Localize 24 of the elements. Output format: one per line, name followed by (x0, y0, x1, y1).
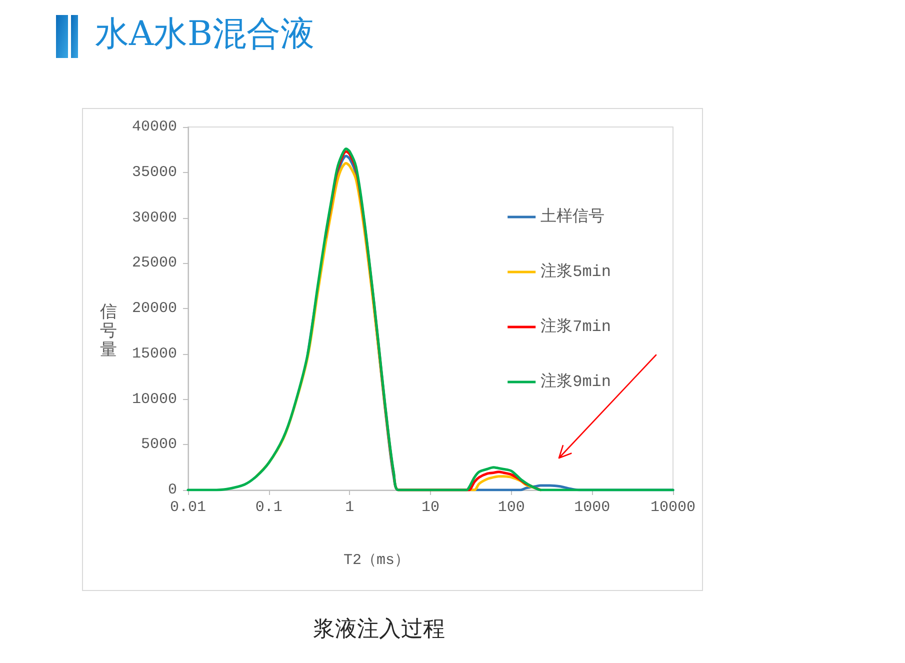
y-tick-label: 40000 (132, 118, 177, 136)
chart-title: 水A水B混合液 (95, 13, 315, 56)
text: 浆液注入过程 (313, 616, 445, 644)
legend-label: 注浆5min (540, 262, 611, 281)
y-tick-label: 10000 (132, 390, 177, 408)
y-tick-label: 25000 (132, 254, 177, 272)
x-tick-label: 10 (421, 499, 440, 516)
y-axis-title: 信号量 (100, 302, 117, 360)
legend-label: 注浆9min (540, 372, 611, 391)
y-tick-label: 20000 (132, 300, 177, 317)
x-axis-title: T2（ms） (343, 552, 410, 569)
y-tick-label: 35000 (132, 164, 177, 181)
x-tick-label: 100 (498, 499, 525, 516)
x-tick-label: 1000 (574, 499, 610, 516)
y-tick-label: 15000 (132, 345, 177, 362)
x-tick-label: 0.01 (170, 499, 206, 516)
x-tick-label: 0.1 (255, 499, 282, 516)
y-tick-label: 5000 (140, 436, 177, 454)
x-tick-label: 10000 (650, 499, 696, 516)
legend-label: 注浆7min (540, 317, 611, 336)
y-tick-label: 0 (168, 482, 177, 498)
y-tick-label: 30000 (132, 209, 177, 226)
x-tick-label: 1 (345, 499, 354, 516)
legend-label: 土样信号 (540, 207, 605, 226)
